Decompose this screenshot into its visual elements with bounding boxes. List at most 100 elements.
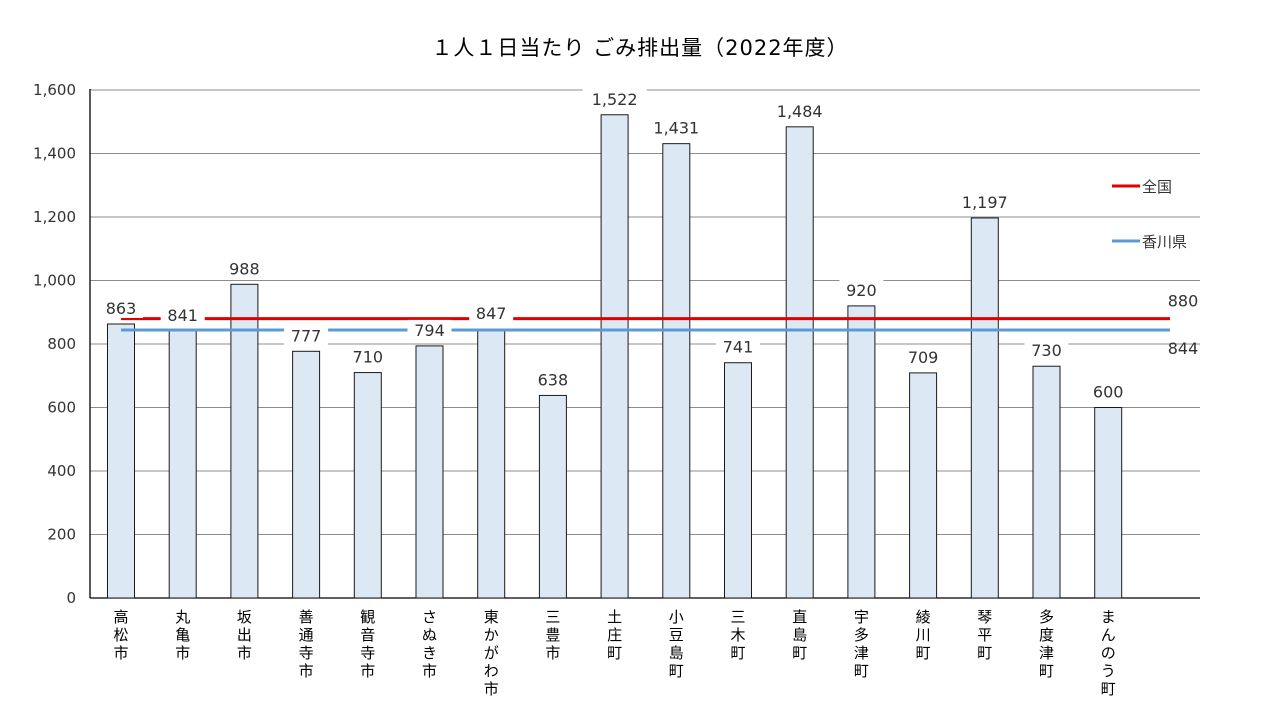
category-char: 丸: [175, 608, 190, 626]
y-tick-label: 1,400: [33, 145, 76, 163]
bar: [662, 143, 691, 599]
data-label-bg: [839, 279, 884, 300]
category-char: 豆: [669, 626, 684, 644]
category-char: 島: [669, 644, 684, 662]
data-label: 1,522: [592, 90, 638, 109]
category-label: 善通寺市: [299, 608, 314, 680]
category-char: 観: [360, 608, 375, 626]
data-label: 1,431: [653, 119, 699, 138]
category-char: 市: [484, 680, 499, 698]
data-label: 709: [908, 348, 939, 367]
category-char: 津: [854, 644, 869, 662]
reference-value-label: 880: [1168, 292, 1199, 311]
category-char: 出: [237, 626, 252, 644]
reference-value-label: 844: [1168, 339, 1199, 358]
category-char: 綾: [916, 608, 931, 626]
data-label: 730: [1031, 341, 1062, 360]
y-tick-label: 600: [47, 399, 76, 417]
category-char: 琴: [977, 608, 992, 626]
category-char: 東: [484, 608, 499, 626]
category-char: 寺: [299, 644, 314, 662]
category-char: 市: [360, 662, 375, 680]
category-label: 丸亀市: [175, 608, 190, 662]
category-char: 町: [669, 662, 684, 680]
bar: [415, 345, 444, 599]
category-label: 琴平町: [977, 608, 992, 662]
data-label-bg: [99, 297, 143, 318]
category-char: 津: [1039, 644, 1054, 662]
category-char: 音: [360, 626, 375, 644]
data-label: 1,197: [962, 193, 1008, 212]
category-char: 土: [607, 608, 622, 626]
category-label: 綾川町: [916, 608, 931, 662]
category-char: う: [1101, 662, 1116, 680]
category-char: 木: [730, 626, 745, 644]
legend-label: 香川県: [1142, 233, 1187, 251]
category-char: 市: [545, 644, 560, 662]
bar: [230, 283, 259, 599]
category-char: 町: [730, 644, 745, 662]
y-tick-label: 1,000: [33, 272, 76, 290]
category-char: 坂: [237, 608, 252, 626]
category-label: 高松市: [113, 608, 128, 662]
category-char: 町: [854, 662, 869, 680]
category-char: 豊: [545, 626, 560, 644]
category-char: 平: [977, 626, 992, 644]
bar: [785, 126, 814, 599]
bar: [909, 372, 938, 599]
category-char: 通: [299, 626, 314, 644]
chart-title: １人１日当たり ごみ排出量（2022年度）: [431, 36, 849, 60]
data-label-bg: [952, 191, 1017, 212]
category-label: 宇多津町: [854, 608, 869, 680]
category-label: 東かがわ市: [484, 608, 499, 698]
category-char: 高: [113, 608, 128, 626]
category-char: 亀: [175, 626, 190, 644]
category-char: 町: [1101, 680, 1116, 698]
y-tick-label: 800: [47, 335, 76, 353]
category-char: ぬ: [422, 626, 437, 644]
y-tick-label: 1,600: [33, 81, 76, 99]
data-label-bg: [1024, 340, 1069, 361]
category-char: 市: [422, 662, 437, 680]
y-tick-label: 1,200: [33, 208, 76, 226]
data-label: 988: [229, 259, 260, 278]
data-label-bg: [160, 304, 205, 325]
category-char: 川: [916, 626, 931, 644]
category-char: き: [422, 644, 437, 662]
category-label: 多度津町: [1039, 608, 1054, 680]
category-char: 三: [730, 608, 745, 626]
bar: [1032, 365, 1061, 599]
y-tick-label: 200: [47, 526, 76, 544]
category-label: 坂出市: [237, 608, 252, 662]
category-char: 町: [916, 644, 931, 662]
category-char: 町: [607, 644, 622, 662]
data-label: 1,484: [777, 102, 823, 121]
data-label-bg: [1086, 381, 1131, 402]
category-label: 三豊市: [545, 608, 560, 662]
category-label: 直島町: [792, 608, 807, 662]
data-label: 741: [723, 338, 754, 357]
category-char: 市: [175, 644, 190, 662]
data-label: 600: [1093, 383, 1124, 402]
data-label-bg: [407, 319, 452, 340]
data-label-bg: [767, 100, 832, 121]
category-char: 多: [854, 626, 869, 644]
data-label-bg: [582, 88, 647, 109]
category-char: 度: [1039, 626, 1054, 644]
bar: [107, 323, 135, 599]
category-char: 市: [113, 644, 128, 662]
data-label: 710: [353, 348, 384, 367]
category-char: 庄: [607, 626, 622, 644]
category-char: 町: [977, 644, 992, 662]
category-char: 善: [299, 608, 314, 626]
bar: [847, 305, 876, 599]
category-label: 観音寺市: [360, 608, 375, 680]
data-label-bg: [644, 117, 709, 138]
category-char: 市: [299, 662, 314, 680]
category-char: さ: [422, 608, 437, 626]
bar: [970, 217, 999, 599]
category-char: か: [484, 626, 499, 644]
data-label-bg: [345, 346, 390, 367]
category-char: 多: [1039, 608, 1054, 626]
